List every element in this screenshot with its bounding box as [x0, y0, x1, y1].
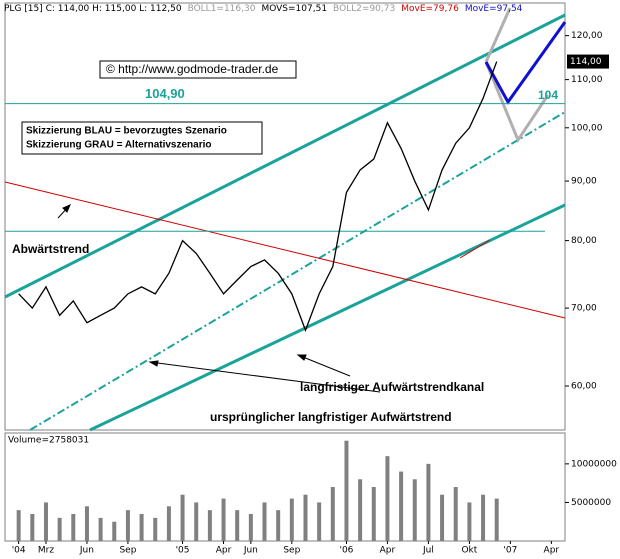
arrows [57, 204, 381, 393]
y-tick-label: 120,00 [571, 31, 603, 41]
red-segment [459, 239, 491, 259]
y-tick-label: 80,00 [571, 236, 597, 246]
legend-box [21, 121, 263, 155]
y-tick-label: 70,00 [571, 304, 597, 314]
annotation: Abwärtstrend [12, 242, 89, 256]
x-tick-label: '06 [339, 546, 353, 556]
volume-bar [180, 494, 185, 541]
downtrend [4, 181, 566, 319]
volume-bar [276, 510, 281, 541]
arrow [297, 354, 351, 377]
grey-scenario-down [484, 61, 550, 144]
x-tick-label: Sep [283, 546, 300, 556]
volume-bar [235, 510, 240, 541]
header-item: MovE=97,54 [465, 4, 523, 14]
channel-upper [4, 13, 566, 299]
price-tag [567, 54, 609, 69]
volume-bar [166, 506, 171, 541]
x-tick-label: '04 [12, 546, 26, 556]
x-tick-label: Okt [461, 546, 477, 556]
volume-bar [481, 494, 486, 541]
volume-bar [262, 502, 267, 541]
volume-bar [30, 514, 35, 541]
x-tick-label: Jun [243, 546, 258, 556]
volume-bar [330, 487, 335, 541]
annotation: langfristiger Aufwärtstrendkanal [300, 380, 484, 394]
level-label: 104 [538, 88, 558, 102]
volume-bar [71, 514, 76, 541]
x-tick-label: Apr [380, 546, 396, 556]
copyright-box [99, 60, 297, 79]
volume-bar [207, 510, 212, 541]
note-blue: Skizzierung BLAU = bevorzugtes Szenario [26, 126, 227, 137]
volume-bar [426, 463, 431, 541]
arrow-head [296, 354, 307, 361]
volume-label: Volume=2758031 [8, 436, 89, 446]
volume-bar [399, 471, 404, 541]
volume-bar [221, 498, 226, 541]
header-item: PLG [15] C: 114,00 H: 115,00 L: 112,50 [4, 4, 182, 14]
y-tick-label: 110,00 [571, 75, 603, 85]
volume-bar [467, 502, 472, 541]
grey-scenario-up [484, 7, 512, 63]
volume-bar [16, 510, 21, 541]
level-label: 104,90 [145, 86, 185, 101]
volume-bar [494, 498, 499, 541]
header: PLG [15] C: 114,00 H: 115,00 L: 112,50 BO… [4, 4, 523, 14]
y-tick-label: 90,00 [571, 177, 597, 187]
volume-bar [98, 517, 103, 541]
volume-bar [303, 494, 308, 541]
volume-bar [371, 487, 376, 541]
x-tick-label: Jul [422, 546, 434, 556]
volume-bar [57, 517, 62, 541]
note-grey: Skizzierung GRAU = Alternativszenario [26, 140, 212, 151]
x-tick-label: Mrz [38, 546, 54, 556]
header-item: MovE=79,76 [401, 4, 459, 14]
y-tick-label: 100,00 [571, 123, 603, 133]
volume-bar [453, 487, 458, 541]
volume-bar [344, 440, 349, 541]
volume-panel [4, 432, 566, 542]
blue-scenario [484, 21, 567, 105]
price-tag-label: 114,00 [570, 57, 602, 67]
volume-bar [153, 517, 158, 541]
header-item: BOLL2=90,73 [333, 4, 395, 14]
price-line [18, 61, 498, 333]
volume-bar [43, 502, 48, 541]
copyright: © http://www.godmode-trader.de [106, 62, 279, 76]
arrow [149, 361, 381, 393]
y-tick-label: 10000000 [571, 459, 617, 469]
volume-bar [112, 521, 117, 541]
volume-bar [317, 502, 322, 541]
volume-bar [289, 498, 294, 541]
y-tick-label: 5000000 [571, 498, 611, 508]
overlays [4, 7, 567, 432]
x-tick-label: '07 [503, 546, 517, 556]
volume-bar [412, 479, 417, 541]
volume-bar [84, 506, 89, 541]
header-item: MOVS=107,51 [261, 4, 327, 14]
arrow-head [62, 204, 71, 213]
x-tick-label: Sep [119, 546, 136, 556]
arrow-head [148, 360, 159, 367]
volume-bar [358, 479, 363, 541]
x-tick-label: Apr [544, 546, 560, 556]
volume-bar [194, 502, 199, 541]
original-trend [29, 111, 566, 431]
volume-bar [125, 510, 130, 541]
x-tick-label: Apr [216, 546, 232, 556]
volume-bar [139, 514, 144, 541]
volume-bar [385, 456, 390, 541]
volume-bar [440, 494, 445, 541]
y-tick-label: 60,00 [571, 382, 597, 392]
x-tick-label: Jun [79, 546, 94, 556]
annotation: ursprünglicher langfristiger Aufwärtstre… [210, 410, 452, 424]
volume-bar [248, 514, 253, 541]
header-item: BOLL1=116,30 [188, 4, 256, 14]
x-tick-label: '05 [176, 546, 190, 556]
